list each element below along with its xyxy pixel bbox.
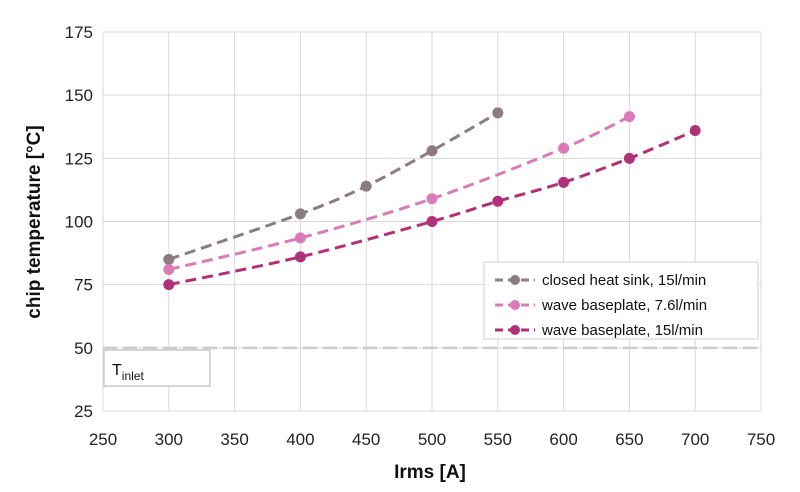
legend-swatch-marker xyxy=(510,300,520,310)
x-axis-title: Irms [A] xyxy=(394,462,466,483)
data-point xyxy=(360,180,372,192)
data-point xyxy=(294,208,306,220)
data-point xyxy=(558,176,570,188)
series-line xyxy=(168,111,499,261)
y-axis-title: chip temperature [°C] xyxy=(24,125,45,318)
x-tick-label: 750 xyxy=(747,430,775,449)
data-point xyxy=(492,195,504,207)
data-point xyxy=(163,279,175,291)
inlet-annotation-box xyxy=(103,349,211,387)
series-group xyxy=(163,107,701,291)
x-tick-label: 400 xyxy=(286,430,314,449)
x-tick-label: 500 xyxy=(418,430,446,449)
legend-label: wave baseplate, 15l/min xyxy=(541,322,703,339)
y-tick-label: 75 xyxy=(74,276,93,295)
y-tick-label: 175 xyxy=(65,23,93,42)
inlet-label: Tinlet xyxy=(112,362,144,383)
x-tick-label: 550 xyxy=(484,430,512,449)
legend-item-1: closed heat sink, 15l/min xyxy=(495,272,706,289)
series-1 xyxy=(163,107,504,265)
data-point xyxy=(623,152,635,164)
tick-labels: 25 50 75 100 125 150 175 250 300 350 400 450 500 550 6… xyxy=(65,23,776,449)
legend-swatch-marker xyxy=(510,275,520,285)
data-point xyxy=(426,193,438,205)
legend-box xyxy=(483,261,759,340)
legend: closed heat sink, 15l/min wave baseplate,… xyxy=(483,261,759,340)
data-point xyxy=(689,125,701,137)
data-point xyxy=(558,142,570,154)
x-tick-label: 650 xyxy=(615,430,643,449)
legend-label: wave baseplate, 7.6l/min xyxy=(541,297,707,314)
legend-item-2: wave baseplate, 7.6l/min xyxy=(495,297,707,314)
x-tick-label: 350 xyxy=(220,430,248,449)
x-tick-label: 600 xyxy=(549,430,577,449)
data-point xyxy=(426,216,438,227)
legend-swatch-marker xyxy=(510,325,520,335)
series-line xyxy=(168,115,631,271)
y-tick-label: 50 xyxy=(74,339,93,358)
data-point xyxy=(623,111,635,123)
y-tick-label: 100 xyxy=(65,213,93,232)
data-point xyxy=(426,145,438,157)
x-tick-label: 300 xyxy=(155,430,183,449)
legend-item-3: wave baseplate, 15l/min xyxy=(495,322,703,339)
inlet-label-main: T xyxy=(112,362,122,379)
data-point xyxy=(294,232,306,244)
y-tick-label: 150 xyxy=(65,86,93,105)
data-point xyxy=(294,251,306,263)
data-point xyxy=(163,253,175,265)
inlet-label-sub: inlet xyxy=(122,369,145,383)
legend-label: closed heat sink, 15l/min xyxy=(542,272,706,289)
x-tick-label: 450 xyxy=(352,430,380,449)
y-tick-label: 125 xyxy=(65,149,93,168)
series-3 xyxy=(163,125,701,291)
series-2 xyxy=(163,111,635,276)
inlet-annotation: Tinlet xyxy=(103,349,211,387)
data-point xyxy=(163,264,175,276)
y-tick-label: 25 xyxy=(74,402,93,421)
x-tick-label: 250 xyxy=(89,430,117,449)
x-tick-label: 700 xyxy=(681,430,709,449)
data-point xyxy=(492,107,504,119)
